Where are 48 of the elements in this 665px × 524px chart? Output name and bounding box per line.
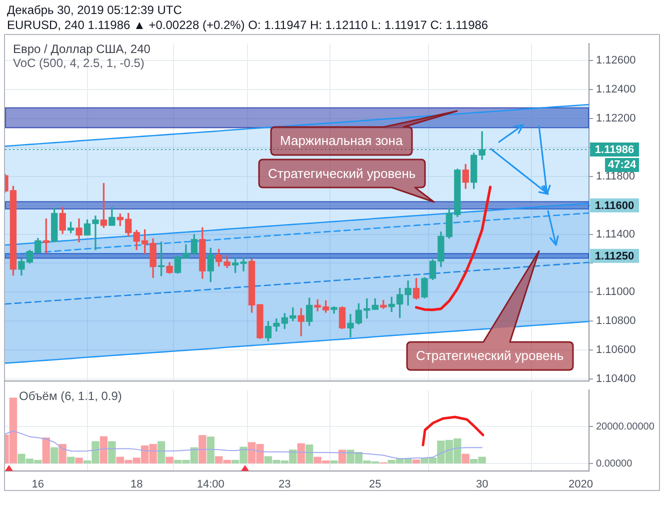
bar <box>108 441 116 464</box>
y-tick-label: 1.11000 <box>596 286 635 298</box>
x-tick-label: 23 <box>278 478 291 491</box>
y-tick-label: 0.00000 <box>596 458 633 470</box>
chart-title: Объём (6, 1.1, 0.9) <box>19 389 122 403</box>
bar <box>9 398 18 464</box>
bar <box>66 456 75 464</box>
x-tick-label: 30 <box>476 478 488 491</box>
y-tick-label: 1.10600 <box>596 344 636 356</box>
bar <box>42 437 50 464</box>
y-tick-label: 1.12600 <box>596 54 636 67</box>
band-label: 1.11600 <box>594 200 634 212</box>
x-tick-label: 25 <box>369 478 382 491</box>
chart-title: Декабрь 30, 2019 05:12:39 UTC <box>7 3 182 17</box>
y-tick-label: 1.10400 <box>596 373 636 386</box>
y-tick-label: 20000.00000 <box>596 421 655 432</box>
annotation: VoC (500, 4, 2.5, 1, -0.5) <box>13 56 144 70</box>
x-tick-label: 14:00 <box>196 478 224 491</box>
y-tick-label: 1.10800 <box>596 315 636 328</box>
y-tick-label: 1.11400 <box>596 228 635 240</box>
bar <box>462 454 470 464</box>
bar <box>338 450 346 464</box>
bar <box>206 436 214 464</box>
y-tick-label: 1.11800 <box>596 170 635 182</box>
bar <box>198 435 206 464</box>
band-label: 1.11250 <box>594 250 634 262</box>
bar <box>58 444 66 464</box>
x-tick-label: 16 <box>32 478 44 491</box>
annotation: Стратегический уровень <box>268 166 416 182</box>
ref-line-label: 1.11986 <box>594 144 634 156</box>
bar <box>166 456 174 464</box>
bar <box>297 443 305 464</box>
y-tick-label: 1.12400 <box>596 84 636 96</box>
x-tick-label: 2020 <box>568 478 594 491</box>
annotation: Стратегический уровень <box>416 348 564 364</box>
bar <box>412 460 420 464</box>
bar <box>100 436 108 464</box>
bar <box>330 460 338 464</box>
text: 47:24 <box>605 158 640 172</box>
chart-subtitle: EURUSD, 240 1.11986 ▲ +0.00228 (+0.2%) O: 1.11947 H: 1.12110 L: 1.11917 C: 1.11986 <box>7 18 488 32</box>
y-tick-label: 1.12200 <box>596 112 636 125</box>
bar <box>50 447 58 464</box>
x-tick-label: 18 <box>130 478 143 491</box>
bar <box>306 444 314 464</box>
bar <box>157 441 166 464</box>
bar <box>75 458 83 464</box>
annotation: Евро / Доллар США, 240 <box>13 42 150 56</box>
annotation: Маржинальная зона <box>280 133 403 149</box>
